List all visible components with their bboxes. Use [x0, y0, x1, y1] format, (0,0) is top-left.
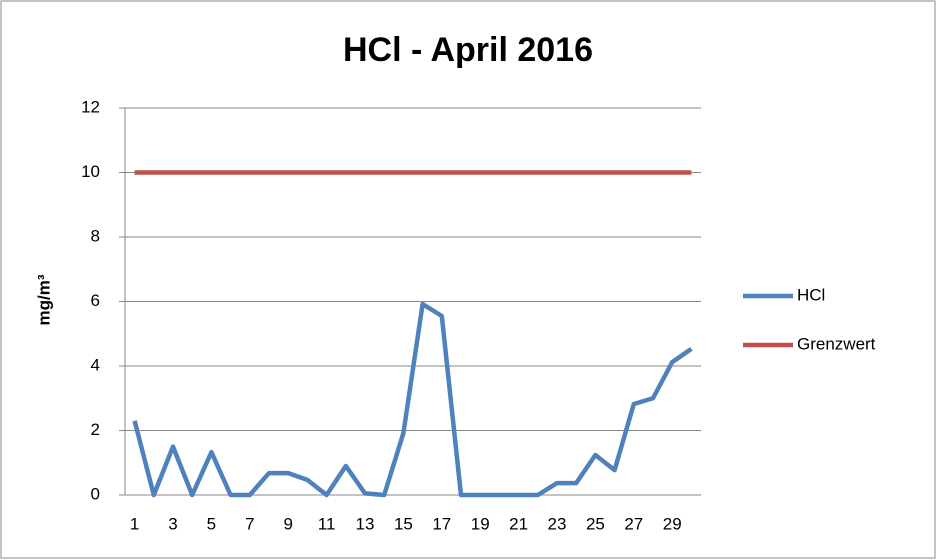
x-tick-label: 7	[245, 514, 254, 533]
y-axis-label: mg/m³	[34, 274, 53, 325]
x-tick-label: 21	[509, 514, 528, 533]
y-tick-label: 0	[91, 484, 100, 503]
x-tick-label: 11	[318, 514, 336, 533]
y-tick-label: 2	[91, 420, 100, 439]
x-tick-label: 13	[356, 514, 375, 533]
chart-title: HCl - April 2016	[343, 31, 593, 69]
x-tick-label: 3	[168, 514, 177, 533]
x-tick-label: 29	[663, 514, 682, 533]
x-tick-label: 19	[471, 514, 490, 533]
y-tick-label: 12	[81, 97, 100, 116]
x-tick-label: 15	[394, 514, 413, 533]
data-line	[132, 301, 693, 498]
x-tick-label: 25	[586, 514, 605, 533]
x-tick-label: 9	[283, 514, 292, 533]
y-tick-label: 6	[91, 291, 100, 310]
x-tick-label: 17	[432, 514, 451, 533]
x-tick-label: 5	[207, 514, 216, 533]
y-tick-label: 4	[91, 355, 100, 374]
y-tick-label: 10	[81, 162, 100, 181]
legend-label: HCl	[797, 285, 825, 304]
legend-label: Grenzwert	[797, 334, 876, 353]
x-tick-label: 23	[548, 514, 567, 533]
x-tick-label: 27	[624, 514, 643, 533]
x-tick-label: 1	[130, 514, 139, 533]
y-tick-label: 8	[91, 226, 100, 245]
